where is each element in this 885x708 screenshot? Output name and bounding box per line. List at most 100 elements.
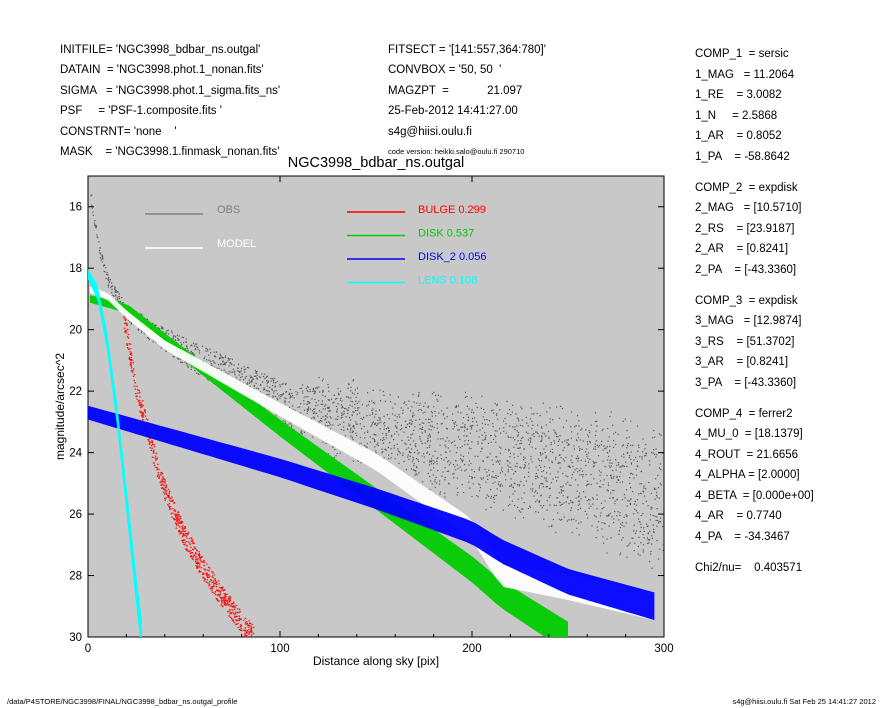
obs-point (441, 410, 443, 412)
obs-point (473, 471, 476, 473)
obs-point (285, 391, 287, 393)
obs-point (325, 404, 327, 406)
obs-point (562, 495, 564, 497)
bulge-point (199, 563, 201, 565)
obs-point (397, 448, 399, 450)
bulge-point (190, 537, 193, 539)
obs-point (388, 430, 390, 432)
chi2-value: Chi2/nu= 0.403571 (695, 561, 803, 574)
obs-point (519, 443, 521, 445)
obs-point (492, 423, 494, 425)
obs-point (495, 436, 497, 438)
bulge-point (235, 619, 237, 621)
obs-point (314, 398, 316, 400)
obs-point (367, 430, 369, 432)
obs-point (575, 439, 578, 441)
obs-point (118, 298, 120, 300)
bulge-point (135, 392, 137, 395)
bulge-point (145, 418, 147, 420)
obs-point (499, 472, 501, 474)
obs-point (101, 254, 103, 256)
obs-point (377, 444, 379, 447)
obs-point (312, 388, 315, 390)
bulge-point (169, 508, 171, 510)
obs-point (626, 465, 628, 468)
obs-point (355, 435, 358, 437)
obs-point (383, 423, 385, 425)
bulge-point (233, 606, 235, 608)
obs-point (585, 474, 587, 476)
obs-point (527, 439, 530, 441)
obs-point (405, 426, 407, 429)
obs-point (570, 509, 572, 512)
bulge-point (215, 580, 217, 582)
obs-point (579, 448, 581, 450)
obs-point (295, 391, 297, 393)
obs-point (620, 455, 623, 457)
obs-point (566, 441, 568, 444)
obs-point (595, 440, 598, 442)
bulge-point (126, 347, 129, 349)
obs-point (575, 425, 577, 427)
bulge-point (184, 526, 186, 528)
obs-point (228, 371, 230, 373)
obs-point (654, 498, 656, 500)
bulge-point (161, 472, 163, 474)
obs-point (433, 467, 435, 469)
obs-point (517, 431, 520, 434)
bulge-point (158, 468, 160, 470)
obs-point (593, 462, 595, 465)
obs-point (213, 351, 215, 353)
bulge-point (163, 488, 165, 491)
obs-point (308, 406, 310, 408)
obs-point (402, 409, 404, 412)
obs-point (181, 361, 183, 363)
obs-point (567, 475, 569, 478)
obs-point (281, 394, 283, 396)
obs-point (587, 443, 589, 445)
obs-point (192, 342, 195, 344)
bulge-point (213, 585, 215, 588)
obs-point (639, 483, 641, 485)
obs-point (114, 288, 116, 290)
bulge-point (213, 585, 215, 587)
obs-point (607, 515, 609, 517)
bulge-point (137, 400, 140, 402)
bulge-point (182, 533, 185, 535)
obs-point (645, 455, 647, 457)
obs-point (404, 420, 406, 422)
obs-point (244, 368, 246, 370)
obs-point (552, 518, 555, 521)
obs-point (244, 377, 247, 379)
bulge-point (245, 632, 248, 634)
obs-point (565, 456, 567, 458)
obs-point (223, 362, 225, 364)
bulge-point (212, 580, 214, 582)
obs-point (165, 331, 167, 333)
obs-point (107, 276, 110, 279)
obs-point (629, 477, 631, 479)
obs-point (568, 443, 571, 446)
obs-point (229, 358, 231, 360)
obs-point (568, 484, 571, 486)
obs-point (336, 453, 338, 455)
obs-point (638, 493, 640, 495)
bulge-point (142, 404, 144, 406)
obs-point (429, 489, 431, 491)
bulge-point (175, 523, 178, 525)
obs-point (464, 426, 466, 428)
bulge-point (211, 591, 214, 594)
obs-point (421, 422, 423, 424)
obs-point (549, 421, 551, 423)
obs-point (412, 469, 414, 471)
obs-point (93, 222, 96, 224)
obs-point (642, 502, 644, 505)
obs-point (564, 440, 566, 442)
bulge-point (240, 618, 242, 620)
bulge-point (171, 500, 173, 503)
obs-point (623, 465, 626, 467)
bulge-point (228, 603, 230, 605)
bulge-point (221, 597, 223, 599)
obs-point (437, 457, 439, 459)
bulge-point (129, 363, 132, 365)
